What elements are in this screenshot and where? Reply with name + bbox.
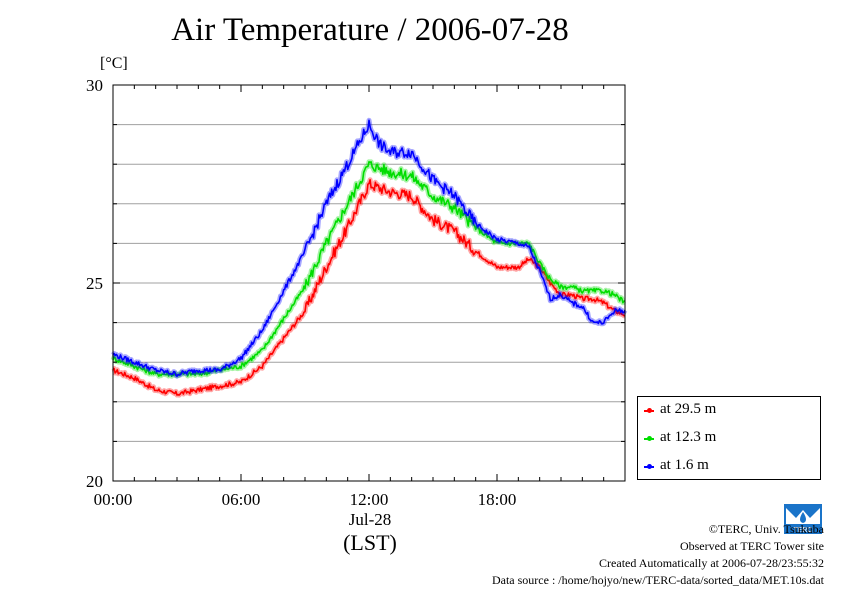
footer-created: Created Automatically at 2006-07-28/23:5… [599, 556, 824, 570]
x-tick-label: 12:00 [350, 490, 389, 509]
svg-text:TERC: TERC [793, 527, 812, 534]
legend-label: at 1.6 m [660, 457, 709, 473]
series-layer [110, 117, 628, 398]
chart-title: Air Temperature / 2006-07-28 [171, 12, 569, 48]
series-band-2 [111, 117, 628, 379]
y-tick-label: 20 [86, 472, 103, 491]
x-date-label: Jul-28 [348, 510, 392, 529]
series-line-0 [112, 179, 626, 396]
legend: at 29.5 m at 12.3 m at 1.6 m [637, 396, 821, 480]
legend-dot-red [647, 408, 652, 413]
y-unit-label: [°C] [100, 55, 128, 72]
legend-dot-blue [647, 464, 652, 469]
terc-logo-icon: TERC [784, 504, 822, 534]
legend-label: at 29.5 m [660, 401, 717, 417]
footer-site: Observed at TERC Tower site [679, 539, 824, 553]
legend-item-1-6m: at 1.6 m [638, 456, 820, 478]
x-tick-label: 00:00 [94, 490, 133, 509]
footer-source: Data source : /home/hojyo/new/TERC-data/… [491, 573, 824, 587]
x-tick-label: 06:00 [222, 490, 261, 509]
series-line-2 [112, 119, 626, 377]
x-zone-label: (LST) [343, 530, 397, 555]
legend-label: at 12.3 m [660, 429, 717, 445]
footer-copyright: ©TERC, Univ. Tsukuba [708, 522, 824, 536]
axis-ticks: 20 25 30 00:00 06:00 12:00 18:00 [86, 76, 626, 509]
y-tick-label: 30 [86, 76, 103, 95]
legend-item-12-3m: at 12.3 m [638, 428, 820, 450]
x-tick-label: 18:00 [478, 490, 517, 509]
y-tick-label: 25 [86, 274, 103, 293]
legend-dot-green [647, 436, 652, 441]
legend-item-29-5m: at 29.5 m [638, 400, 820, 422]
